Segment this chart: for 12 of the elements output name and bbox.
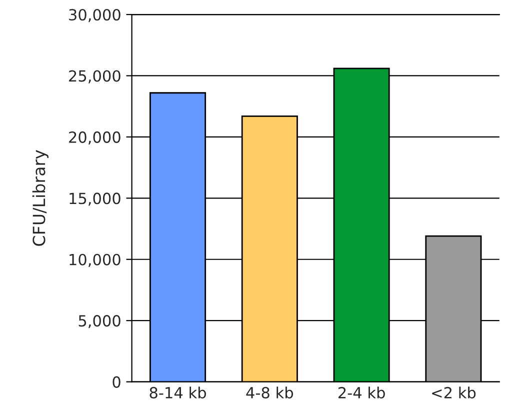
y-axis-title: CFU/Library [32, 150, 48, 246]
y-tick-label: 10,000 [70, 254, 120, 267]
x-tick-label: 8-14 kb [150, 386, 206, 398]
y-tick-label: 30,000 [69, 8, 120, 22]
x-tick-label: 4-8 kb [246, 386, 294, 398]
y-tick-label: 5,000 [78, 315, 120, 328]
x-tick-label: <2 kb [432, 386, 476, 398]
y-tick-label: 0 [112, 376, 120, 388]
x-tick-label: 2-4 kb [338, 386, 385, 398]
y-tick-label: 15,000 [70, 192, 120, 206]
y-tick-label: 25,000 [69, 70, 120, 84]
y-tick-label: 20,000 [69, 131, 120, 145]
